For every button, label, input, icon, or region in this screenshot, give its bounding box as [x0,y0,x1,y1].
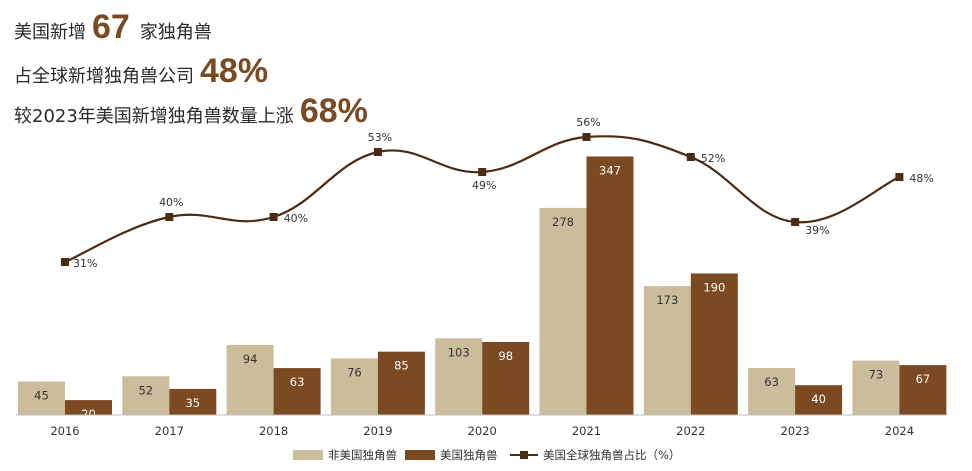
headline-new-us-unicorns: 美国新增 67 家独角兽 [14,8,212,47]
share-point-2018 [269,213,278,221]
headline-1-prefix: 美国新增 [14,22,86,43]
share-point-2017 [165,213,174,221]
bar-label-non-us-2021: 278 [552,215,574,229]
share-label-2021: 56% [576,116,600,129]
bar-us-2023 [795,385,843,415]
bar-us-2020 [482,341,530,415]
bar-us-2021 [586,156,634,416]
headline-growth: 较2023年美国新增独角兽数量上涨 68% [14,92,372,131]
share-point-2016 [61,258,69,266]
bar-label-us-2020: 98 [498,349,513,363]
bar-non-us-2020 [435,338,483,415]
x-tick-label-2017: 2017 [155,424,184,438]
bar-non-us-2022 [643,286,691,415]
bar-us-2019 [377,351,425,415]
bar-non-us-2019 [330,358,378,415]
share-point-2020 [478,168,487,176]
x-tick-label-2019: 2019 [363,424,392,438]
headline-3-prefix: 较2023年美国新增独角兽数量上涨 [14,106,294,127]
share-label-2020: 49% [472,179,496,192]
bars-layer: 45 20 52 35 94 63 76 85 103 98 278 347 173 190 63 40 73 6… [18,156,947,421]
bar-label-non-us-2018: 94 [243,352,258,366]
bar-label-us-2017: 35 [185,396,200,410]
bar-label-us-2021: 347 [599,163,621,177]
bar-us-2018 [273,368,321,415]
headline-global-share: 占全球新增独角兽公司 48% [14,52,272,91]
share-line [64,135,900,264]
bar-us-2024 [899,365,947,415]
bar-non-us-2018 [226,344,274,415]
bar-us-2016 [65,400,112,415]
bar-label-us-2016: 20 [81,407,96,421]
headline-2-value: 48% [200,52,269,90]
bar-label-non-us-2016: 45 [34,388,49,402]
share-point-2022 [686,153,695,161]
share-label-2016: 31% [73,257,97,270]
legend-swatch-non-us [293,450,323,460]
share-point-2021 [582,133,591,141]
bar-label-non-us-2019: 76 [347,365,362,379]
legend-swatch-us [405,450,435,460]
bar-label-non-us-2020: 103 [448,345,470,359]
share-label-2018: 40% [284,212,308,225]
bar-label-us-2023: 40 [811,392,826,406]
x-tick-label-2022: 2022 [676,424,705,438]
x-tick-label-2016: 2016 [50,424,79,438]
bar-non-us-2021 [539,207,587,415]
share-point-2023 [791,218,800,226]
x-axis: 2016 2017 2018 2019 2020 2021 2022 2023 2024 [16,414,946,438]
bar-non-us-2024 [852,360,900,415]
bar-non-us-2016 [18,381,65,415]
bar-label-us-2018: 63 [290,375,305,389]
legend-label-non-us: 非美国独角兽 [328,448,397,462]
bar-us-2022 [690,273,738,415]
legend-swatch-share-marker [520,451,528,459]
headline-1-value: 67 [92,8,130,46]
x-tick-label-2018: 2018 [259,424,288,438]
bar-label-non-us-2023: 63 [764,375,779,389]
bar-label-non-us-2017: 52 [138,383,153,397]
headline-1-suffix: 家独角兽 [139,22,212,43]
bar-label-us-2019: 85 [394,359,409,373]
share-point-2019 [373,148,382,156]
legend-label-us: 美国独角兽 [440,448,498,462]
bar-label-us-2024: 67 [916,372,931,386]
x-tick-label-2023: 2023 [780,424,809,438]
bar-non-us-2017 [122,376,170,415]
bar-label-non-us-2022: 173 [656,293,678,307]
x-tick-label-2020: 2020 [468,424,497,438]
x-tick-label-2021: 2021 [572,424,601,438]
share-label-2024: 48% [909,172,933,185]
share-label-2022: 52% [701,152,725,165]
bar-non-us-2023 [748,368,796,415]
bar-label-non-us-2024: 73 [869,368,884,382]
bar-label-us-2022: 190 [703,280,725,294]
share-point-2024 [895,173,904,181]
share-label-2019: 53% [368,131,392,144]
legend-label-share: 美国全球独角兽占比（%） [543,448,680,462]
share-line-layer: 31% 40% 40% 53% 49% 56% 52% 39% 48% [61,116,934,270]
share-label-2017: 40% [159,196,183,209]
share-label-2023: 39% [805,224,829,237]
bar-us-2017 [169,388,217,415]
headline-3-value: 68% [299,92,368,130]
legend: 非美国独角兽 美国独角兽 美国全球独角兽占比（%） [293,448,680,462]
x-tick-label-2024: 2024 [885,424,914,438]
headline-2-prefix: 占全球新增独角兽公司 [14,66,194,87]
